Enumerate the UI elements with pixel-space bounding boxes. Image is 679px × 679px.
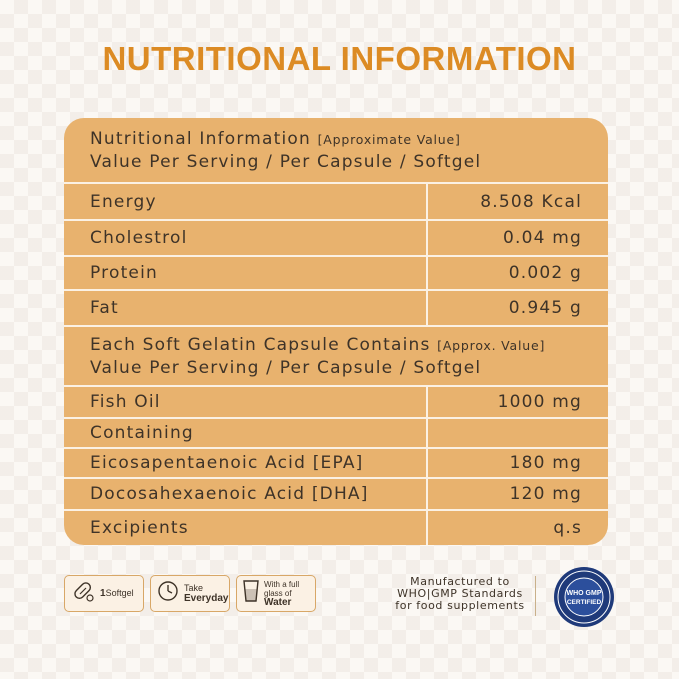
ingredient-value (428, 419, 608, 447)
manufacturing-line-3: for food supplements (395, 599, 525, 612)
ingredient-value: 180 mg (509, 453, 582, 473)
ingredient-name: Docosahexaenoic Acid [DHA] (90, 484, 369, 504)
take-label: Take (184, 583, 204, 593)
section-header-title: Each Soft Gelatin Capsule Contains (90, 334, 438, 355)
column-divider (426, 479, 428, 509)
glass-of-water-icon (242, 578, 260, 609)
column-divider (426, 449, 428, 477)
table-row: Fat 0.945 g (64, 289, 608, 325)
ingredient-value: 120 mg (509, 484, 582, 504)
nutrient-name: Fat (90, 298, 119, 318)
column-divider (426, 511, 428, 545)
page-title: NUTRITIONAL INFORMATION (102, 40, 577, 77)
table-row: Containing (64, 417, 608, 447)
seal-text-2: CERTIFIED (567, 599, 602, 606)
nutrition-table: Nutritional Information [Approximate Val… (64, 118, 608, 545)
column-divider (426, 387, 428, 417)
table-row: Fish Oil 1000 mg (64, 385, 608, 417)
table-row: Cholestrol 0.04 mg (64, 219, 608, 255)
section-header-nutritional: Nutritional Information [Approximate Val… (64, 118, 608, 182)
nutrient-value: 0.002 g (508, 263, 582, 283)
section-header-capsule: Each Soft Gelatin Capsule Contains [Appr… (64, 325, 608, 385)
water-badge: With a full glass of Water (236, 575, 316, 612)
capsule-icon (70, 578, 96, 609)
section-header-note: [Approximate Value] (317, 131, 461, 147)
nutrient-value: 0.945 g (508, 298, 582, 318)
ingredient-value: q.s (553, 518, 582, 538)
section-header-note: [Approx. Value] (437, 337, 546, 353)
column-divider (426, 257, 428, 289)
table-row: Docosahexaenoic Acid [DHA] 120 mg (64, 477, 608, 509)
nutrient-value: 0.04 mg (502, 228, 582, 248)
ingredient-name: Excipients (90, 518, 189, 538)
everyday-label: Everyday (184, 593, 229, 604)
ingredient-name: Eicosapentaenoic Acid [EPA] (90, 453, 364, 473)
dosage-badges: 1Softgel Take Everyday With a full glass o… (64, 575, 316, 612)
take-everyday-badge: Take Everyday (150, 575, 230, 612)
section-header-subtitle: Value Per Serving / Per Capsule / Softge… (90, 151, 482, 172)
seal-text-1: WHO GMP (567, 590, 602, 597)
divider (535, 576, 536, 616)
column-divider (426, 419, 428, 447)
table-row: Eicosapentaenoic Acid [EPA] 180 mg (64, 447, 608, 477)
table-row: Excipients q.s (64, 509, 608, 545)
manufacturing-line-2: WHO|GMP Standards (397, 587, 523, 600)
softgel-count: 1 (100, 588, 106, 599)
column-divider (426, 291, 428, 325)
water-label-1: With a full (264, 580, 300, 589)
clock-icon (156, 579, 180, 608)
ingredient-value: 1000 mg (497, 392, 582, 412)
nutrient-name: Energy (90, 191, 157, 212)
softgel-badge: 1Softgel (64, 575, 144, 612)
column-divider (426, 221, 428, 255)
water-label-2: glass of (264, 589, 292, 598)
ingredient-name: Fish Oil (90, 392, 161, 412)
table-row: Energy 8.508 Kcal (64, 182, 608, 219)
section-header-title: Nutritional Information (90, 128, 318, 149)
who-gmp-seal-icon: WHO GMP CERTIFIED (553, 566, 615, 628)
water-label-3: Water (264, 597, 292, 608)
column-divider (426, 184, 428, 219)
nutrient-name: Cholestrol (90, 228, 188, 248)
manufacturing-line-1: Manufactured to (410, 575, 510, 588)
section-header-subtitle: Value Per Serving / Per Capsule / Softge… (90, 357, 482, 378)
ingredient-name: Containing (90, 423, 194, 443)
softgel-label: Softgel (105, 588, 134, 598)
manufacturing-note: Manufactured to WHO|GMP Standards for fo… (380, 576, 540, 612)
table-row: Protein 0.002 g (64, 255, 608, 289)
nutrient-value: 8.508 Kcal (480, 191, 582, 212)
nutrient-name: Protein (90, 263, 158, 283)
